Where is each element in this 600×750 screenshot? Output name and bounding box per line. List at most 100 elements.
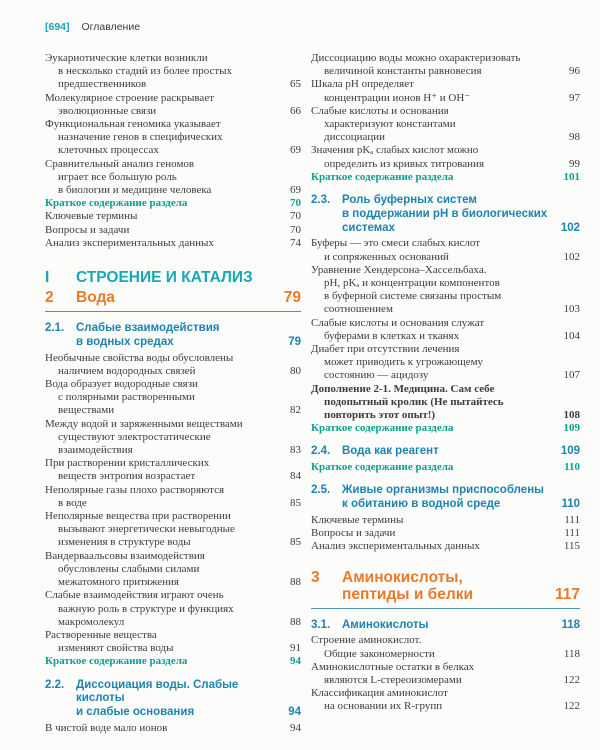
toc-entry: Шкала pH определяет концентрации ионов H… <box>311 78 580 104</box>
entry-page-number: 97 <box>569 91 580 104</box>
toc-entry: Анализ экспериментальных данных 115 <box>311 540 580 553</box>
entry-text: Краткое содержание раздела <box>45 197 188 210</box>
toc-entry: Анализ экспериментальных данных 74 <box>45 237 301 250</box>
section-heading: 2.3. Роль буферных систем в поддержании p… <box>311 194 580 235</box>
entry-page-number: 101 <box>563 170 581 183</box>
entry-page-number: 69 <box>290 144 301 157</box>
toc-column-right: Диссоциацию воды можно охарактеризовать … <box>311 52 580 714</box>
entry-text: Слабые кислоты и основания служат буфера… <box>311 316 485 342</box>
toc-entry: При растворении кристаллических веществ … <box>45 457 301 483</box>
entry-page-number: 118 <box>563 647 580 660</box>
heading-page-number: 109 <box>560 445 580 458</box>
entry-page-number: 111 <box>564 514 580 527</box>
entry-text: Шкала pH определяет концентрации ионов H… <box>311 78 471 104</box>
entry-text: Вопросы и задачи <box>311 527 396 540</box>
toc-entry: Растворенные вещества изменяют свойства … <box>45 629 301 655</box>
section-heading: 2.2. Диссоциация воды. Слабые кислоты и с… <box>45 679 301 720</box>
toc-entry: Вопросы и задачи 111 <box>311 527 580 540</box>
entry-text: Краткое содержание раздела <box>311 461 454 474</box>
entry-text: Ключевые термины <box>311 514 404 527</box>
entry-text: Дополнение 2-1. Медицина. Сам себе подоп… <box>311 382 504 422</box>
section-summary-entry: Краткое содержание раздела 94 <box>45 655 301 668</box>
entry-text: В чистой воде мало ионов <box>45 721 168 734</box>
toc-entry: Строение аминокислот. Общие закономернос… <box>311 634 580 660</box>
entry-page-number: 84 <box>290 470 301 483</box>
heading-page-number: 110 <box>561 498 580 511</box>
toc-entry: Функциональная геномика указывает назнач… <box>45 118 301 158</box>
chapter-heading: 2 Вода 79 <box>45 289 301 313</box>
heading-title: Вода <box>76 289 115 307</box>
section-summary-entry: Краткое содержание раздела 109 <box>311 422 580 435</box>
toc-entry: Буферы — это смеси слабых кислот и сопря… <box>311 237 580 263</box>
entry-text: Краткое содержание раздела <box>45 655 188 668</box>
section-heading: 3.1. Аминокислоты 118 <box>311 619 580 633</box>
toc-entry: Между водой и заряженными веществами сущ… <box>45 418 301 458</box>
toc-column-left: Эукариотические клетки возникли в нескол… <box>45 52 301 735</box>
entry-page-number: 85 <box>290 536 301 549</box>
entry-page-number: 70 <box>290 197 301 210</box>
entry-page-number: 108 <box>563 409 581 422</box>
toc-entry: Неполярные вещества при растворении вызы… <box>45 510 301 550</box>
heading-number: 2.3. <box>311 194 331 207</box>
entry-page-number: 80 <box>290 364 301 377</box>
entry-page-number: 70 <box>290 223 301 236</box>
entry-text: Ключевые термины <box>45 210 138 223</box>
heading-number: 2.4. <box>311 445 331 458</box>
entry-page-number: 110 <box>564 461 580 474</box>
toc-entry: Ключевые термины 111 <box>311 514 580 527</box>
entry-page-number: 70 <box>290 210 301 223</box>
heading-number: 2 <box>45 289 54 307</box>
heading-number: 2.1. <box>45 322 65 335</box>
entry-text: Вандерваальсовы взаимодействия обусловле… <box>45 549 205 589</box>
page-number: [694] <box>45 21 70 33</box>
section-summary-entry: Краткое содержание раздела 101 <box>311 171 580 184</box>
heading-title: Живые организмы приспособлены к обитанию… <box>342 484 544 511</box>
entry-text: Вода образует водородные связи с полярны… <box>45 378 198 417</box>
entry-text: Уравнение Хендерсона–Хассельбаха. pH, pK… <box>311 263 502 316</box>
entry-text: Строение аминокислот. Общие закономернос… <box>311 634 435 660</box>
toc-entry: Эукариотические клетки возникли в нескол… <box>45 52 301 92</box>
entry-page-number: 104 <box>563 329 581 342</box>
heading-number: 2.2. <box>45 678 65 691</box>
entry-text: Аминокислотные остатки в белках являются… <box>311 660 475 687</box>
toc-entry: В чистой воде мало ионов 94 <box>45 722 301 735</box>
toc-entry: Вода образует водородные связи с полярны… <box>45 378 301 418</box>
toc-entry: Неполярные газы плохо растворяются в вод… <box>45 484 301 510</box>
entry-page-number: 94 <box>290 655 301 668</box>
entry-page-number: 122 <box>563 674 581 687</box>
toc-entry: Молекулярное строение раскрывает эволюци… <box>45 92 301 118</box>
heading-page-number: 79 <box>288 335 301 348</box>
entry-text: Диабет при отсутствии лечения может прив… <box>311 343 484 382</box>
entry-text: При растворении кристаллических веществ … <box>45 457 210 483</box>
entry-page-number: 82 <box>290 404 301 417</box>
entry-text: Эукариотические клетки возникли в нескол… <box>45 52 233 91</box>
heading-number: 3 <box>311 568 320 586</box>
toc-entry: Аминокислотные остатки в белках являются… <box>311 661 580 687</box>
heading-title: Вода как реагент <box>342 445 439 458</box>
entry-page-number: 88 <box>290 615 301 628</box>
entry-text: Вопросы и задачи <box>45 223 130 236</box>
entry-text: Значения pKₐ слабых кислот можно определ… <box>311 144 484 170</box>
entry-text: Молекулярное строение раскрывает эволюци… <box>45 91 215 117</box>
toc-entry: Слабые кислоты и основания характеризуют… <box>311 105 580 145</box>
heading-page-number: 118 <box>561 618 580 631</box>
entry-page-number: 91 <box>290 642 301 655</box>
entry-page-number: 74 <box>290 236 301 249</box>
entry-page-number: 111 <box>564 527 580 540</box>
toc-entry: Сравнительный анализ геномов играет все … <box>45 158 301 198</box>
part-heading: I СТРОЕНИЕ И КАТАЛИЗ <box>45 269 301 286</box>
entry-page-number: 66 <box>290 104 301 117</box>
heading-number: 3.1. <box>311 618 331 631</box>
toc-entry: Необычные свойства воды обусловлены нали… <box>45 352 301 378</box>
section-summary-entry: Краткое содержание раздела 70 <box>45 197 301 210</box>
toc-entry: Диссоциацию воды можно охарактеризовать … <box>311 52 580 78</box>
entry-page-number: 96 <box>569 65 580 78</box>
entry-text: Диссоциацию воды можно охарактеризовать … <box>311 52 521 78</box>
entry-text: Неполярные газы плохо растворяются в вод… <box>45 483 225 509</box>
section-heading: 2.1. Слабые взаимодействия в водных среда… <box>45 322 301 350</box>
toc-entry: Классификация аминокислот на основании и… <box>311 687 580 713</box>
entry-text: Анализ экспериментальных данных <box>45 236 214 249</box>
section-summary-entry: Краткое содержание раздела 110 <box>311 461 580 474</box>
heading-page-number: 79 <box>283 289 301 307</box>
toc-entry: Слабые взаимодействия играют очень важну… <box>45 589 301 629</box>
